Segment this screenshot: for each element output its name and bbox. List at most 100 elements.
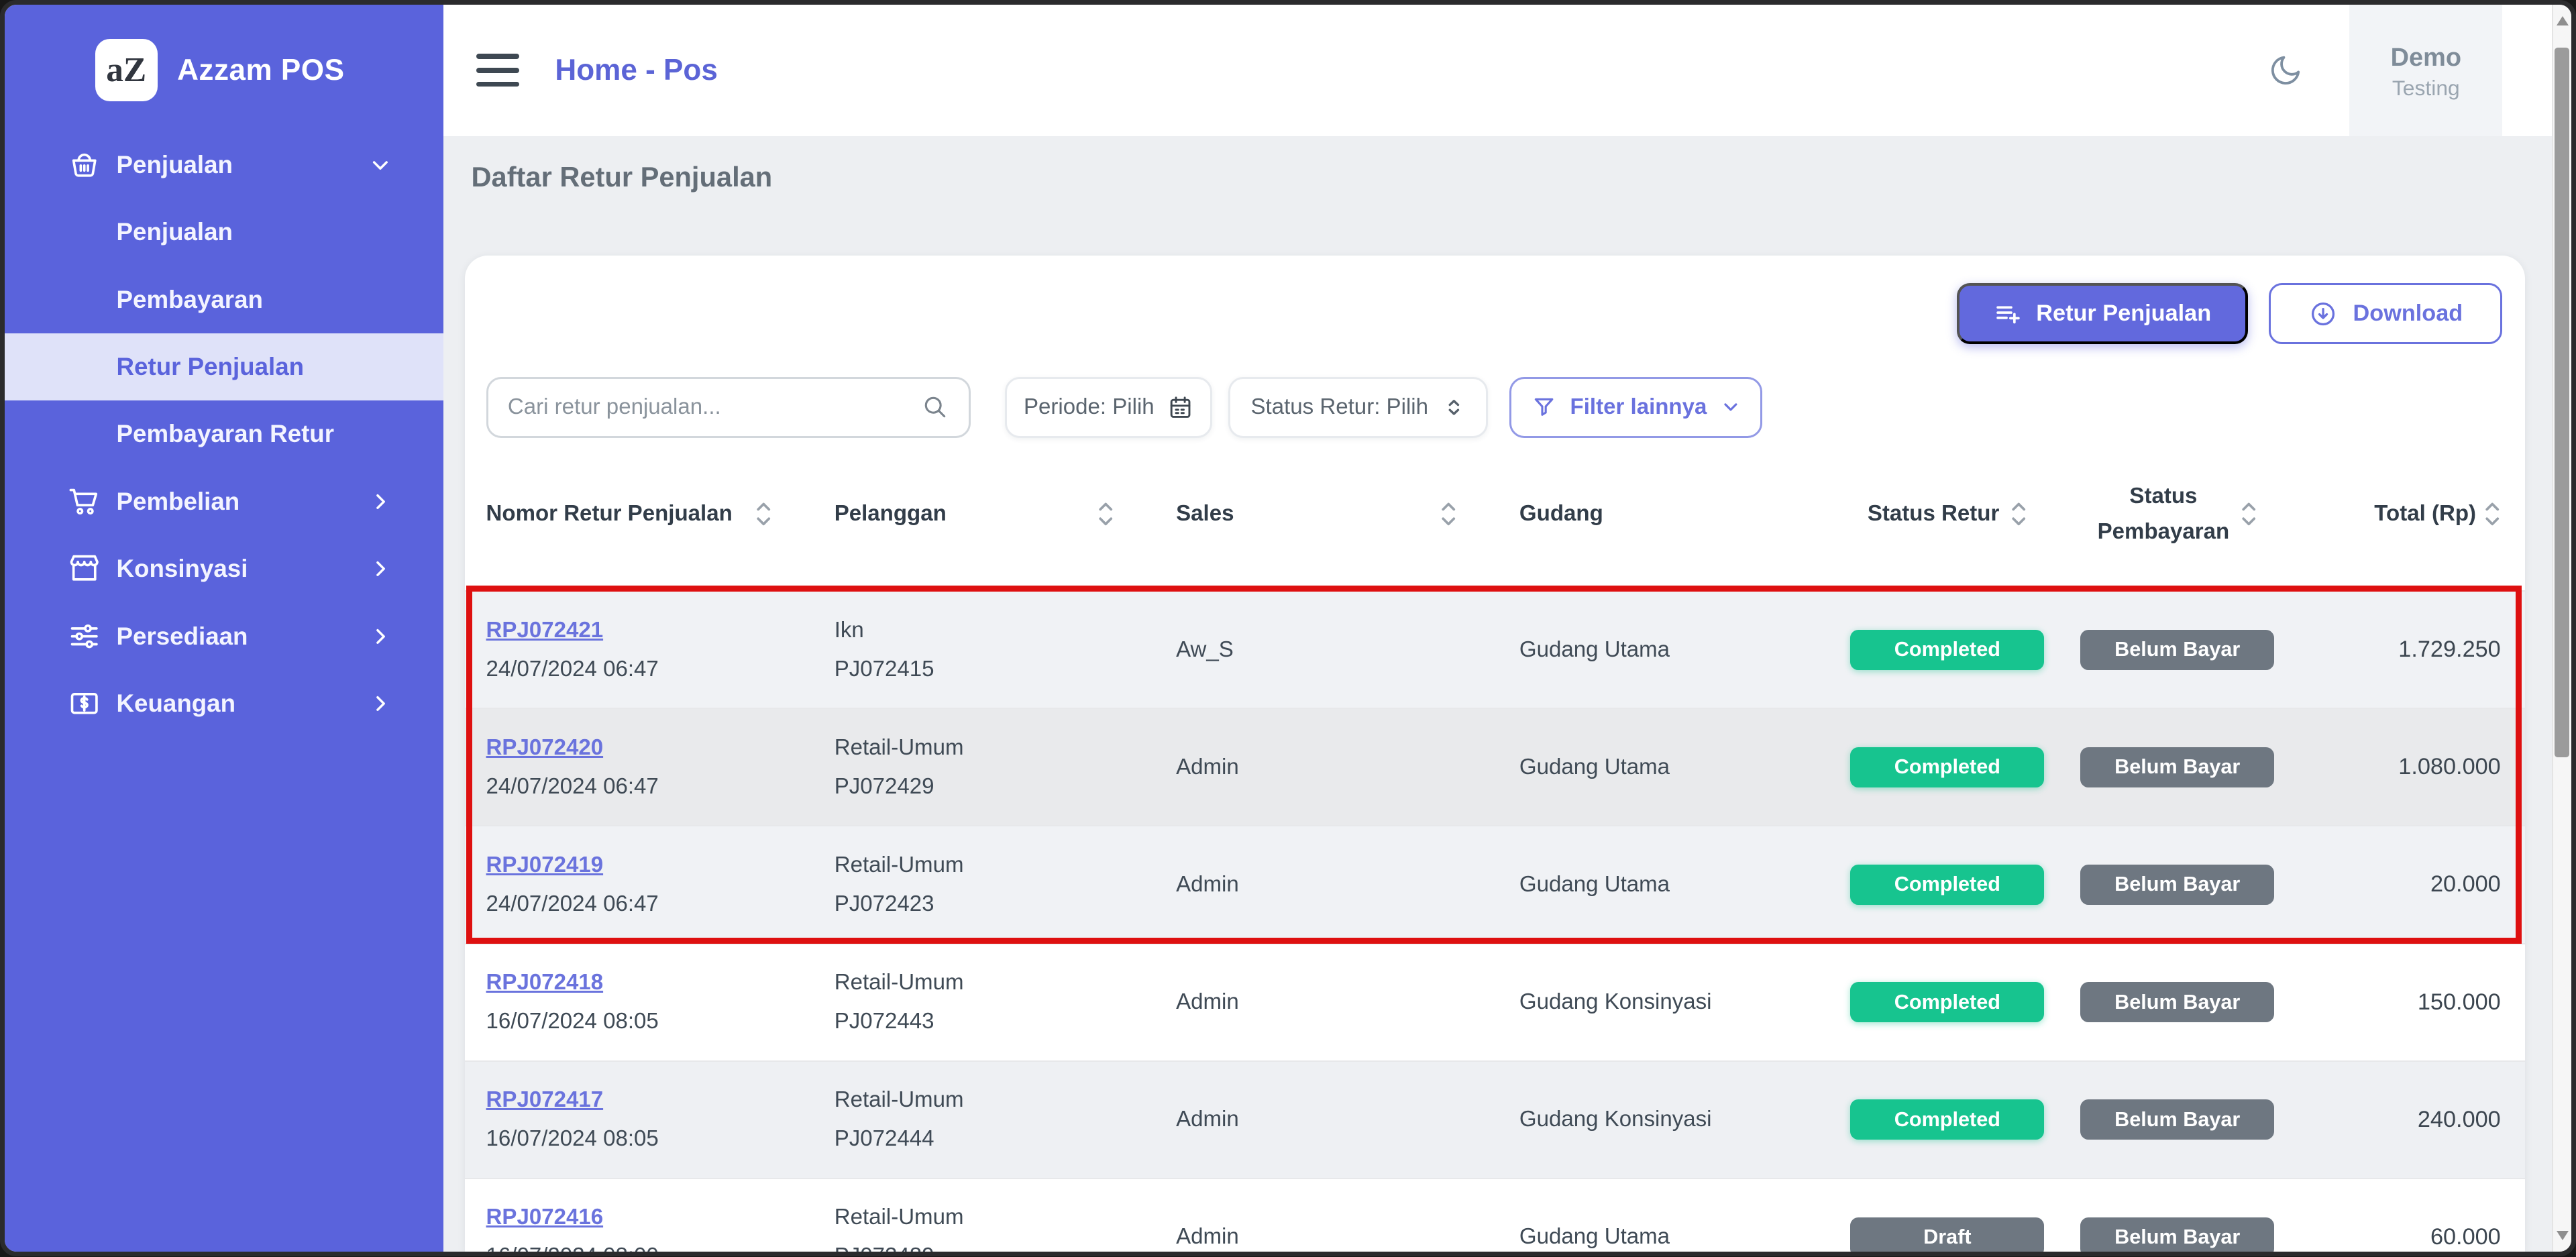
more-filters-label: Filter lainnya xyxy=(1570,394,1707,420)
sort-icon[interactable] xyxy=(2484,502,2500,527)
storefront-icon xyxy=(67,551,101,586)
menu-toggle-icon[interactable] xyxy=(476,54,519,87)
total-amount: 1.729.250 xyxy=(2398,637,2501,663)
sidebar-item-retur-penjualan[interactable]: Retur Penjualan xyxy=(5,333,443,401)
sidebar-item-label: Penjualan xyxy=(116,150,233,178)
status-pembayaran-badge: Belum Bayar xyxy=(2080,982,2275,1022)
warehouse: Gudang Utama xyxy=(1519,754,1670,779)
more-filters-button[interactable]: Filter lainnya xyxy=(1509,376,1763,438)
chevron-right-icon xyxy=(370,558,391,580)
download-button[interactable]: Download xyxy=(2269,283,2503,344)
scrollbar-thumb[interactable] xyxy=(2555,47,2570,757)
total-amount: 1.080.000 xyxy=(2398,754,2501,780)
add-retur-button[interactable]: Retur Penjualan xyxy=(1957,283,2248,344)
table-header: Nomor Retur Penjualan Pelanggan xyxy=(465,438,2526,591)
banknote-icon xyxy=(67,686,101,720)
dark-mode-toggle[interactable] xyxy=(2267,52,2304,89)
column-header-status-pembayaran[interactable]: Status Pembayaran xyxy=(2063,484,2292,545)
sidebar-item-penjualan[interactable]: Penjualan xyxy=(5,131,443,199)
download-label: Download xyxy=(2353,300,2463,327)
topbar: Home - Pos Demo Testing xyxy=(443,5,2552,136)
retur-link[interactable]: RPJ072416 xyxy=(486,1205,604,1230)
sale-ref: PJ072443 xyxy=(834,1008,934,1034)
sort-icon[interactable] xyxy=(2010,502,2027,527)
sidebar-item-penjualan-sub[interactable]: Penjualan xyxy=(5,199,443,266)
sidebar-item-pembelian[interactable]: Pembelian xyxy=(5,468,443,535)
brand: aZ Azzam POS xyxy=(5,5,443,102)
periode-filter[interactable]: Periode: Pilih xyxy=(1005,376,1212,438)
sort-icon[interactable] xyxy=(2241,502,2257,527)
sales-name: Admin xyxy=(1176,1224,1239,1250)
sales-name: Admin xyxy=(1176,989,1239,1015)
status-retur-badge: Completed xyxy=(1850,630,2045,670)
retur-link[interactable]: RPJ072417 xyxy=(486,1087,604,1113)
sidebar-subitem-label: Pembayaran xyxy=(116,285,263,313)
sidebar-item-konsinyasi[interactable]: Konsinyasi xyxy=(5,535,443,602)
chevron-right-icon xyxy=(370,491,391,512)
sidebar-subitem-label: Pembayaran Retur xyxy=(116,420,335,448)
column-header-sales[interactable]: Sales xyxy=(1157,501,1500,527)
sale-ref: PJ072444 xyxy=(834,1126,934,1151)
sort-icon[interactable] xyxy=(755,502,771,527)
sidebar-item-keuangan[interactable]: Keuangan xyxy=(5,670,443,737)
column-header-total[interactable]: Total (Rp) xyxy=(2292,501,2526,527)
vertical-scrollbar[interactable] xyxy=(2551,5,2572,1252)
sidebar-item-label: Konsinyasi xyxy=(116,555,248,583)
total-amount: 60.000 xyxy=(2430,1223,2501,1250)
status-retur-filter[interactable]: Status Retur: Pilih xyxy=(1228,376,1489,438)
chevron-down-icon xyxy=(1720,396,1741,418)
download-icon xyxy=(2308,299,2338,329)
topbar-right: Demo Testing xyxy=(2267,5,2552,136)
playlist-add-icon xyxy=(1994,300,2022,328)
sidebar-item-pembayaran[interactable]: Pembayaran xyxy=(5,266,443,333)
sales-name: Admin xyxy=(1176,871,1239,897)
column-header-pelanggan[interactable]: Pelanggan xyxy=(814,501,1156,527)
card-actions: Retur Penjualan Download xyxy=(465,256,2526,344)
retur-link[interactable]: RPJ072420 xyxy=(486,735,604,761)
sidebar-item-label: Pembelian xyxy=(116,487,240,515)
status-pembayaran-badge: Belum Bayar xyxy=(2080,630,2275,670)
table-row: RPJ072417 16/07/2024 08:05 Retail-Umum PJ0… xyxy=(464,1060,2526,1178)
main-area: Home - Pos Demo Testing Daftar Retur Pen… xyxy=(443,5,2552,1252)
column-header-status-retur[interactable]: Status Retur xyxy=(1831,501,2063,527)
column-header-gudang[interactable]: Gudang xyxy=(1519,501,1603,527)
status-retur-label: Status Retur: Pilih xyxy=(1250,394,1429,420)
app-name: Azzam POS xyxy=(177,53,345,87)
status-retur-badge: Completed xyxy=(1850,865,2045,905)
page-content: Daftar Retur Penjualan Retur Penjualan xyxy=(443,136,2552,1252)
page-title: Home - Pos xyxy=(555,53,718,87)
search-box xyxy=(486,376,971,438)
retur-card: Retur Penjualan Download xyxy=(464,255,2526,1252)
sidebar-item-persediaan[interactable]: Persediaan xyxy=(5,602,443,669)
status-pembayaran-badge: Belum Bayar xyxy=(2080,1217,2275,1252)
retur-link[interactable]: RPJ072418 xyxy=(486,970,604,995)
sort-icon[interactable] xyxy=(1097,502,1114,527)
scroll-down-arrow-icon[interactable] xyxy=(2556,1231,2569,1240)
user-menu[interactable]: Demo Testing xyxy=(2349,5,2503,136)
customer-name: Retail-Umum xyxy=(834,853,964,878)
sidebar-nav: Penjualan Penjualan Pembayaran Retur Pen… xyxy=(5,131,443,738)
warehouse: Gudang Utama xyxy=(1519,637,1670,662)
sort-icon[interactable] xyxy=(1440,502,1456,527)
sidebar: aZ Azzam POS Penjualan Penjualan xyxy=(5,5,443,1252)
sales-name: Admin xyxy=(1176,754,1239,779)
retur-link[interactable]: RPJ072419 xyxy=(486,853,604,878)
add-retur-label: Retur Penjualan xyxy=(2036,300,2212,327)
warehouse: Gudang Utama xyxy=(1519,871,1670,897)
warehouse: Gudang Utama xyxy=(1519,1224,1670,1250)
sale-ref: PJ072429 xyxy=(834,773,934,799)
table-row: RPJ072420 24/07/2024 06:47 Retail-Umum PJ0… xyxy=(464,708,2526,826)
sidebar-item-pembayaran-retur[interactable]: Pembayaran Retur xyxy=(5,400,443,468)
status-pembayaran-badge: Belum Bayar xyxy=(2080,747,2275,787)
retur-table: Nomor Retur Penjualan Pelanggan xyxy=(464,438,2526,1252)
search-icon[interactable] xyxy=(921,393,949,421)
table-row: RPJ072421 24/07/2024 06:47 Ikn PJ072415 Aw… xyxy=(464,590,2526,708)
retur-date: 24/07/2024 06:47 xyxy=(486,656,659,681)
column-header-nomor[interactable]: Nomor Retur Penjualan xyxy=(465,501,815,527)
customer-name: Retail-Umum xyxy=(834,970,964,995)
user-name: Demo xyxy=(2390,43,2462,72)
sidebar-item-label: Keuangan xyxy=(116,690,236,717)
scroll-up-arrow-icon[interactable] xyxy=(2556,16,2569,26)
retur-link[interactable]: RPJ072421 xyxy=(486,618,604,643)
search-input[interactable] xyxy=(507,394,921,421)
